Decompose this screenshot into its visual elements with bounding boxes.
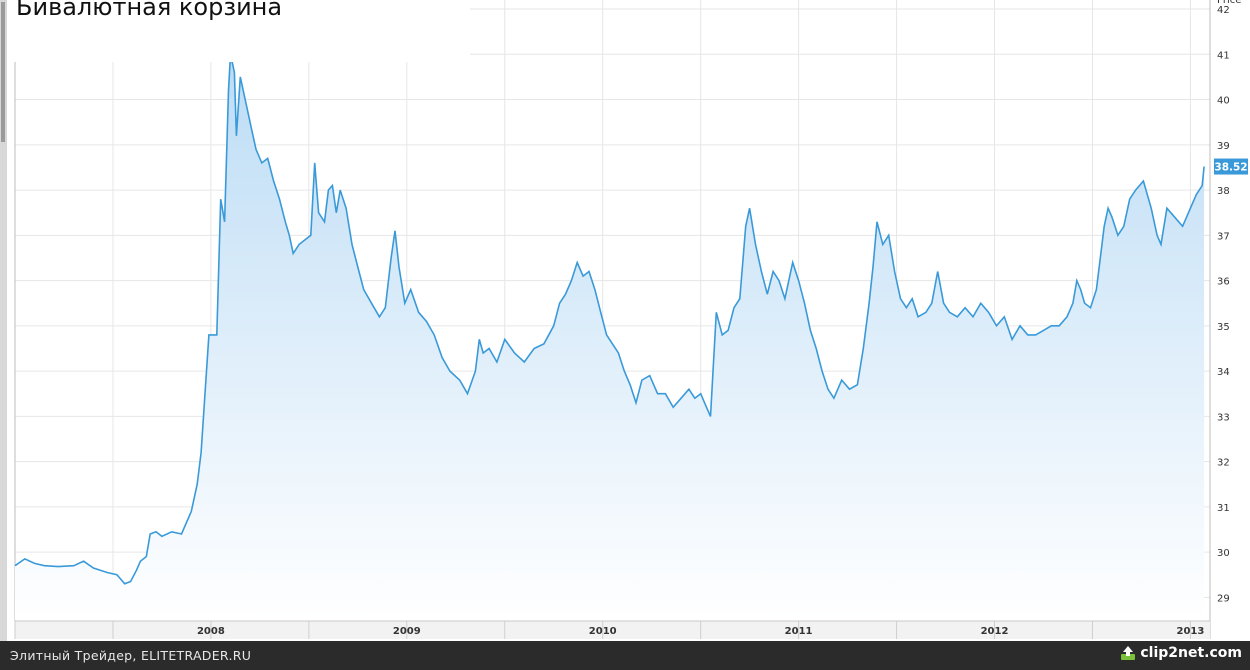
clip2net-logo[interactable]: clip2net.com — [1120, 645, 1242, 661]
footer-bar: Элитный Трейдер, ELITETRADER.RU clip2net… — [0, 641, 1250, 670]
y-tick-label: 35 — [1217, 322, 1230, 333]
y-tick-label: 36 — [1217, 277, 1230, 288]
last-value-badge — [1214, 158, 1248, 175]
x-tick-label: 2012 — [981, 626, 1009, 637]
logo-text: clip2net.com — [1140, 645, 1242, 661]
y-tick-label: 40 — [1217, 96, 1230, 107]
price-area — [15, 54, 1205, 621]
y-tick-label: 30 — [1217, 548, 1230, 559]
y-tick-label: 41 — [1217, 50, 1230, 61]
chart-title: Бивалютная корзина — [16, 0, 283, 21]
x-tick-label: 2009 — [393, 626, 421, 637]
y-tick-label: 42 — [1217, 5, 1230, 16]
last-value-label: 38.52 — [1214, 162, 1247, 174]
price-line — [14, 54, 1205, 585]
y-tick-label: 32 — [1217, 458, 1230, 469]
y-tick-label: 34 — [1217, 367, 1230, 378]
x-tick-label: 2013 — [1176, 626, 1204, 637]
x-axis-band — [15, 621, 1210, 639]
y-tick-label: 37 — [1217, 231, 1230, 242]
y-tick-label: 29 — [1217, 593, 1230, 604]
scrollbar-thumb[interactable] — [1, 2, 5, 142]
y-tick-label: 33 — [1217, 412, 1230, 423]
x-tick-label: 2008 — [197, 626, 225, 637]
x-axis: 2008 2009 2010 2011 2012 2013 — [14, 620, 1210, 639]
y-tick-label: 39 — [1217, 141, 1230, 152]
x-tick-label: 2011 — [785, 626, 813, 637]
y-tick-label: 31 — [1217, 503, 1230, 514]
x-tick-label: 2010 — [589, 626, 617, 637]
chart-title-box: Бивалютная корзина — [8, 0, 470, 62]
footer-credit: Элитный Трейдер, ELITETRADER.RU — [10, 648, 252, 663]
upload-arrow-icon — [1121, 646, 1136, 660]
y-tick-label: 38 — [1217, 186, 1230, 197]
left-scrollbar[interactable] — [0, 0, 7, 641]
y-axis-title: Price — [1217, 0, 1241, 6]
